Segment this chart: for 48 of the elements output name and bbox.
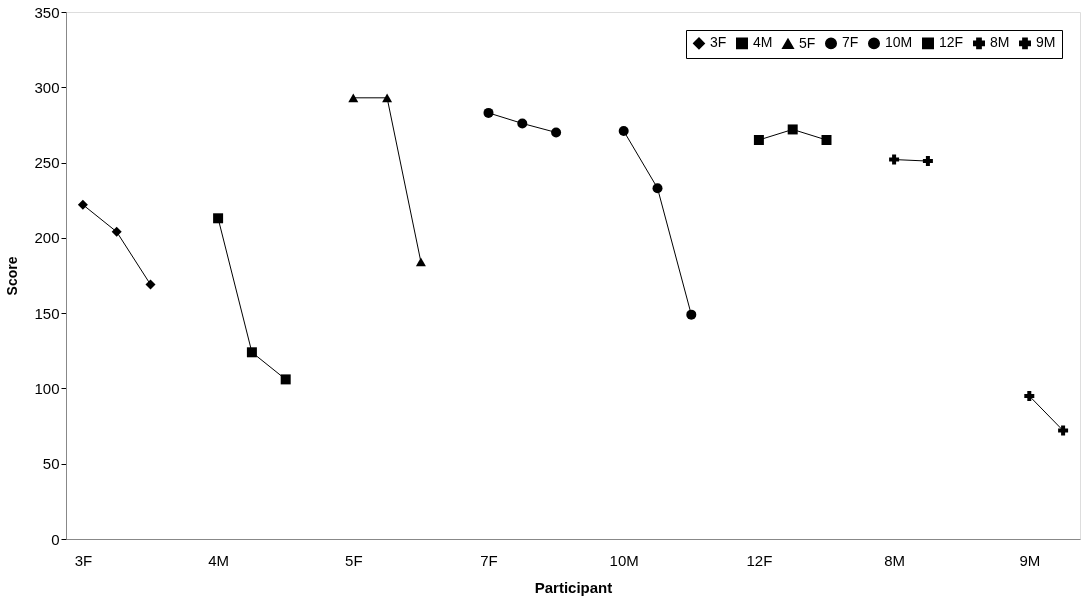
point: [348, 93, 359, 103]
legend-label: 7F: [842, 34, 859, 51]
x-tick-label: 9M: [1019, 551, 1041, 569]
y-tick-label: 250: [34, 154, 60, 172]
point: [483, 107, 494, 118]
y-tick-label: 350: [34, 3, 60, 21]
legend-label: 9M: [1036, 34, 1056, 51]
y-tick-label: 0: [51, 530, 60, 548]
y-tick-label: 100: [34, 379, 60, 397]
x-tick-label: 8M: [884, 551, 906, 569]
point: [213, 213, 224, 224]
point: [145, 279, 156, 290]
point: [686, 309, 697, 320]
y-axis-title: Score: [4, 256, 21, 296]
point: [111, 226, 122, 237]
point: [787, 124, 798, 135]
point: [821, 134, 832, 145]
point: [652, 183, 663, 194]
legend-label: 12F: [939, 34, 964, 51]
y-tick-label: 50: [42, 455, 60, 473]
point: [922, 156, 933, 167]
point: [753, 134, 764, 145]
point: [551, 127, 562, 138]
legend-label: 8M: [990, 34, 1010, 51]
point: [889, 154, 900, 165]
point: [415, 257, 426, 267]
point: [280, 374, 291, 385]
x-tick-label: 5F: [345, 551, 363, 569]
point: [382, 93, 393, 103]
legend-label: 10M: [885, 34, 913, 51]
y-tick-label: 150: [34, 304, 60, 322]
point: [1058, 425, 1069, 436]
point: [1024, 390, 1035, 401]
point: [77, 199, 88, 210]
legend-label: 5F: [799, 34, 816, 51]
legend-label: 3F: [710, 34, 727, 51]
x-tick-label: 4M: [208, 551, 230, 569]
x-tick-label: 10M: [609, 551, 639, 569]
point: [618, 125, 629, 136]
x-tick-label: 7F: [480, 551, 498, 569]
point: [517, 118, 528, 129]
y-tick-label: 300: [34, 78, 60, 96]
legend-label: 4M: [753, 34, 773, 51]
x-axis-title: Participant: [534, 578, 613, 596]
point: [246, 347, 257, 358]
x-tick-label: 12F: [746, 551, 773, 569]
y-tick-label: 200: [34, 229, 60, 247]
x-tick-label: 3F: [74, 551, 93, 569]
